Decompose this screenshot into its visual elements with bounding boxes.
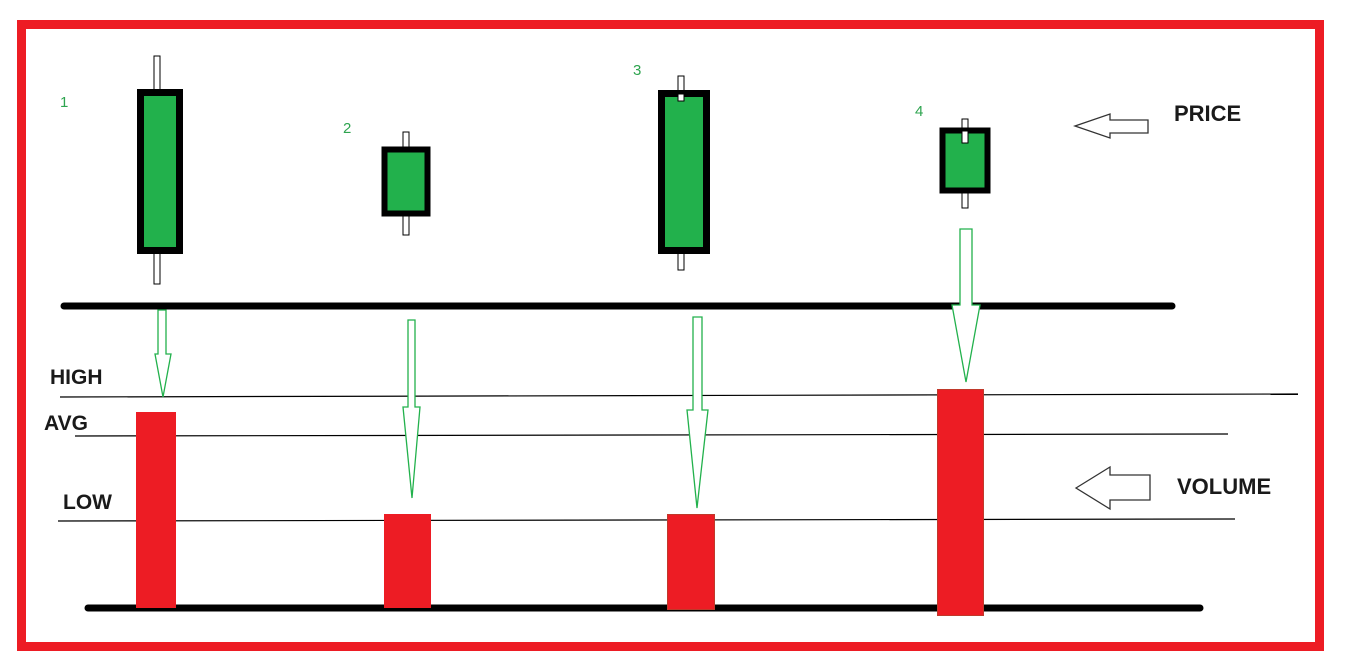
- candle-1-number: 1: [60, 94, 68, 111]
- volume-bar-3: [667, 514, 715, 610]
- low-line: [57, 518, 1236, 522]
- volume-arrow-icon: [1074, 465, 1151, 511]
- low-label: LOW: [63, 491, 112, 514]
- candle-1-body: [137, 89, 183, 254]
- volume-bar-2: [384, 514, 431, 608]
- avg-line: [74, 433, 1229, 437]
- red-frame: [17, 20, 1324, 651]
- candle-3-body: [658, 90, 710, 254]
- candle-3-upper-wick-inner: [677, 93, 685, 102]
- candle-4: [939, 118, 991, 209]
- down-arrow-4: [951, 228, 981, 383]
- price-arrow-icon: [1072, 113, 1149, 139]
- candle-4-number: 4: [915, 103, 923, 120]
- volume-bar-1: [136, 412, 176, 608]
- down-arrow-1: [154, 309, 172, 398]
- candle-3: [658, 75, 710, 271]
- price-label: PRICE: [1174, 101, 1241, 126]
- candle-2-number: 2: [343, 120, 351, 137]
- high-line: [59, 393, 1299, 398]
- candle-4-upper-wick-inner: [961, 130, 969, 144]
- volume-bar-4: [937, 389, 984, 616]
- down-arrow-2: [402, 319, 421, 499]
- down-arrow-3: [686, 316, 709, 509]
- volume-label: VOLUME: [1177, 474, 1271, 499]
- candle-2: [381, 131, 431, 236]
- candle-2-body: [381, 146, 431, 217]
- candle-1-upper-wick: [153, 55, 161, 93]
- candle-1: [137, 55, 183, 285]
- candle-1-lower-wick: [153, 249, 161, 285]
- candle-3-number: 3: [633, 62, 641, 79]
- avg-label: AVG: [44, 412, 88, 435]
- high-label: HIGH: [50, 366, 103, 389]
